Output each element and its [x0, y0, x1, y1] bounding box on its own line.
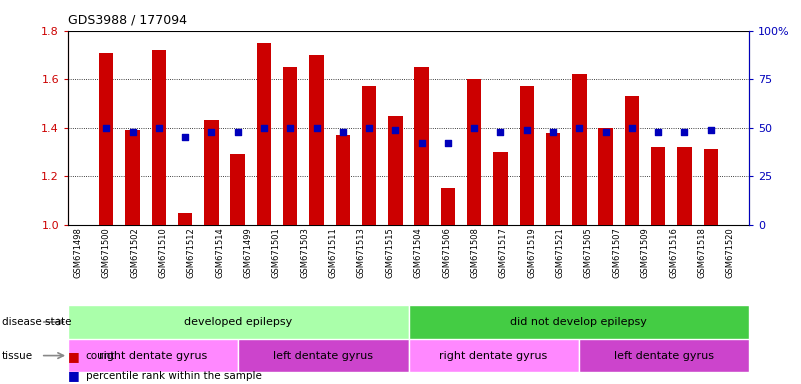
- Text: GSM671509: GSM671509: [641, 227, 650, 278]
- Bar: [309, 55, 324, 225]
- Text: GSM671502: GSM671502: [130, 227, 139, 278]
- Text: GSM671521: GSM671521: [556, 227, 565, 278]
- Bar: [239, 339, 409, 372]
- Text: right dentate gyrus: right dentate gyrus: [440, 351, 548, 361]
- Text: count: count: [86, 351, 115, 361]
- Text: GSM671514: GSM671514: [215, 227, 224, 278]
- Point: [678, 129, 691, 135]
- Bar: [409, 305, 749, 339]
- Bar: [283, 67, 297, 225]
- Text: left dentate gyrus: left dentate gyrus: [614, 351, 714, 361]
- Text: GSM671504: GSM671504: [413, 227, 423, 278]
- Text: did not develop epilepsy: did not develop epilepsy: [510, 317, 647, 327]
- Text: GDS3988 / 177094: GDS3988 / 177094: [68, 13, 187, 26]
- Text: GSM671519: GSM671519: [527, 227, 536, 278]
- Text: ■: ■: [68, 369, 80, 382]
- Point: [468, 124, 481, 131]
- Point: [441, 140, 454, 146]
- Text: GSM671513: GSM671513: [357, 227, 366, 278]
- Text: GSM671500: GSM671500: [102, 227, 111, 278]
- Bar: [545, 132, 560, 225]
- Text: developed epilepsy: developed epilepsy: [184, 317, 292, 327]
- Point: [100, 124, 113, 131]
- Point: [599, 129, 612, 135]
- Bar: [441, 188, 455, 225]
- Bar: [231, 154, 245, 225]
- Text: GSM671506: GSM671506: [442, 227, 451, 278]
- Point: [231, 129, 244, 135]
- Bar: [493, 152, 508, 225]
- Bar: [257, 43, 272, 225]
- Bar: [625, 96, 639, 225]
- Bar: [703, 149, 718, 225]
- Point: [363, 124, 376, 131]
- Text: GSM671516: GSM671516: [669, 227, 678, 278]
- Point: [310, 124, 323, 131]
- Point: [179, 134, 191, 141]
- Bar: [336, 135, 350, 225]
- Text: GSM671512: GSM671512: [187, 227, 195, 278]
- Text: disease state: disease state: [2, 317, 71, 327]
- Text: GSM671510: GSM671510: [159, 227, 167, 278]
- Text: left dentate gyrus: left dentate gyrus: [273, 351, 373, 361]
- Bar: [204, 121, 219, 225]
- Point: [652, 129, 665, 135]
- Point: [126, 129, 139, 135]
- Text: percentile rank within the sample: percentile rank within the sample: [86, 371, 262, 381]
- Text: GSM671499: GSM671499: [244, 227, 252, 278]
- Text: GSM671515: GSM671515: [385, 227, 394, 278]
- Bar: [178, 212, 192, 225]
- Text: GSM671507: GSM671507: [612, 227, 622, 278]
- Text: ■: ■: [68, 350, 80, 363]
- Point: [415, 140, 428, 146]
- Text: GSM671498: GSM671498: [73, 227, 83, 278]
- Text: tissue: tissue: [2, 351, 33, 361]
- Bar: [578, 339, 749, 372]
- Point: [258, 124, 271, 131]
- Point: [626, 124, 638, 131]
- Bar: [572, 74, 586, 225]
- Bar: [68, 339, 239, 372]
- Bar: [151, 50, 166, 225]
- Bar: [125, 130, 139, 225]
- Point: [573, 124, 586, 131]
- Bar: [388, 116, 403, 225]
- Bar: [362, 86, 376, 225]
- Text: GSM671511: GSM671511: [328, 227, 337, 278]
- Bar: [68, 305, 409, 339]
- Point: [704, 127, 717, 133]
- Bar: [598, 127, 613, 225]
- Text: GSM671508: GSM671508: [470, 227, 480, 278]
- Text: GSM671520: GSM671520: [726, 227, 735, 278]
- Point: [152, 124, 165, 131]
- Bar: [520, 86, 534, 225]
- Bar: [414, 67, 429, 225]
- Bar: [99, 53, 114, 225]
- Point: [494, 129, 507, 135]
- Point: [205, 129, 218, 135]
- Point: [389, 127, 402, 133]
- Text: GSM671517: GSM671517: [499, 227, 508, 278]
- Point: [546, 129, 559, 135]
- Bar: [651, 147, 666, 225]
- Point: [336, 129, 349, 135]
- Point: [521, 127, 533, 133]
- Point: [284, 124, 296, 131]
- Text: right dentate gyrus: right dentate gyrus: [99, 351, 207, 361]
- Text: GSM671501: GSM671501: [272, 227, 281, 278]
- Text: GSM671503: GSM671503: [300, 227, 309, 278]
- Bar: [409, 339, 578, 372]
- Bar: [678, 147, 692, 225]
- Text: GSM671518: GSM671518: [698, 227, 706, 278]
- Text: GSM671505: GSM671505: [584, 227, 593, 278]
- Bar: [467, 79, 481, 225]
